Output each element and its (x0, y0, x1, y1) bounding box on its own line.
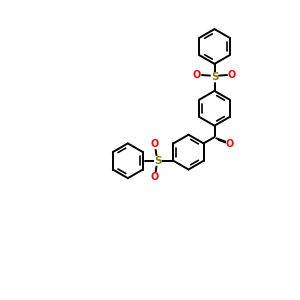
Text: O: O (150, 172, 158, 182)
Text: O: O (150, 139, 158, 149)
Text: S: S (211, 72, 218, 82)
Text: O: O (228, 70, 236, 80)
Text: O: O (226, 139, 234, 149)
Text: S: S (154, 156, 162, 166)
Text: O: O (193, 70, 201, 80)
